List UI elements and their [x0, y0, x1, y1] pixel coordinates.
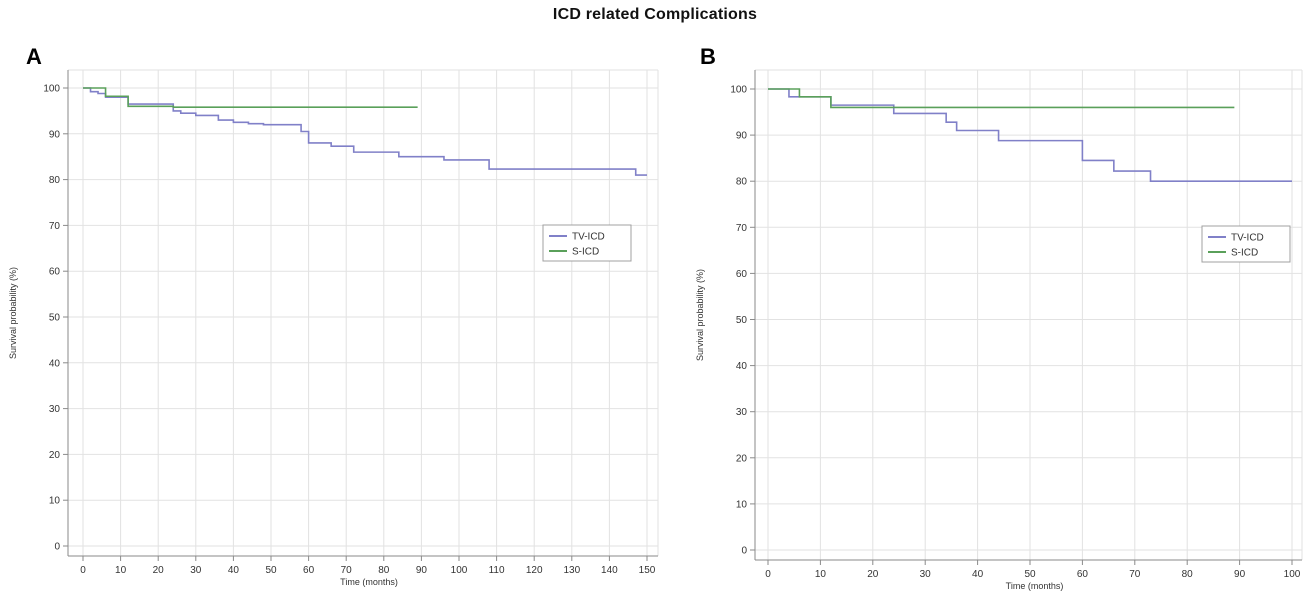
- legend-label-tv-icd: TV-ICD: [1231, 233, 1264, 244]
- x-tick-label: 20: [867, 569, 879, 580]
- x-tick-label: 90: [416, 565, 428, 576]
- x-tick-label: 50: [1024, 569, 1036, 580]
- y-tick-label: 40: [49, 358, 61, 369]
- y-tick-label: 10: [736, 499, 748, 510]
- x-tick-label: 0: [765, 569, 771, 580]
- x-tick-label: 60: [303, 565, 315, 576]
- y-tick-label: 0: [54, 542, 60, 553]
- legend-label-tv-icd: TV-ICD: [572, 232, 605, 243]
- x-tick-label: 140: [601, 565, 618, 576]
- x-axis-title: Time (months): [340, 577, 398, 587]
- series-line-tv-icd: [83, 87, 647, 176]
- series-line-s-icd: [83, 87, 418, 109]
- x-tick-label: 150: [639, 565, 656, 576]
- x-tick-label: 0: [80, 565, 86, 576]
- y-tick-label: 30: [736, 407, 748, 418]
- y-tick-label: 60: [736, 269, 748, 280]
- chart-title: ICD related Complications: [552, 6, 758, 23]
- x-tick-label: 70: [341, 565, 353, 576]
- x-tick-label: 10: [115, 565, 127, 576]
- y-tick-label: 10: [49, 496, 61, 507]
- legend-label-s-icd: S-ICD: [572, 247, 599, 258]
- legend-box: [542, 224, 632, 262]
- x-tick-label: 40: [228, 565, 240, 576]
- legend-box: [1201, 225, 1291, 263]
- x-tick-label: 40: [972, 569, 984, 580]
- x-tick-label: 20: [153, 565, 165, 576]
- y-tick-label: 90: [736, 131, 748, 142]
- x-tick-label: 30: [190, 565, 202, 576]
- x-tick-label: 100: [451, 565, 468, 576]
- x-axis-title: Time (months): [1006, 581, 1064, 591]
- y-axis-title: Survival probability (%): [695, 269, 705, 361]
- x-tick-label: 90: [1234, 569, 1246, 580]
- series-line-s-icd: [768, 88, 1235, 109]
- x-tick-label: 80: [378, 565, 390, 576]
- y-tick-label: 80: [49, 175, 61, 186]
- y-tick-label: 50: [49, 313, 61, 324]
- x-tick-label: 130: [563, 565, 580, 576]
- x-tick-label: 10: [815, 569, 827, 580]
- x-tick-label: 30: [920, 569, 932, 580]
- x-tick-label: 60: [1077, 569, 1089, 580]
- x-tick-label: 110: [489, 565, 505, 576]
- y-axis-title: Survival probability (%): [8, 267, 18, 359]
- x-tick-label: 100: [1284, 569, 1301, 580]
- y-tick-label: 60: [49, 267, 61, 278]
- x-tick-label: 50: [265, 565, 277, 576]
- y-tick-label: 90: [49, 129, 61, 140]
- x-tick-label: 70: [1129, 569, 1141, 580]
- y-tick-label: 70: [49, 221, 61, 232]
- panel-b-label: B: [700, 44, 716, 69]
- y-tick-label: 30: [49, 404, 61, 415]
- panel-a-label: A: [26, 44, 42, 69]
- y-tick-label: 50: [736, 315, 748, 326]
- y-tick-label: 70: [736, 223, 748, 234]
- y-tick-label: 20: [736, 453, 748, 464]
- y-tick-label: 80: [736, 177, 748, 188]
- x-tick-label: 80: [1182, 569, 1194, 580]
- y-tick-label: 100: [43, 84, 60, 95]
- x-tick-label: 120: [526, 565, 543, 576]
- y-tick-label: 40: [736, 361, 748, 372]
- y-tick-label: 100: [730, 85, 747, 96]
- legend-label-s-icd: S-ICD: [1231, 248, 1258, 259]
- y-tick-label: 20: [49, 450, 61, 461]
- y-tick-label: 0: [741, 546, 747, 557]
